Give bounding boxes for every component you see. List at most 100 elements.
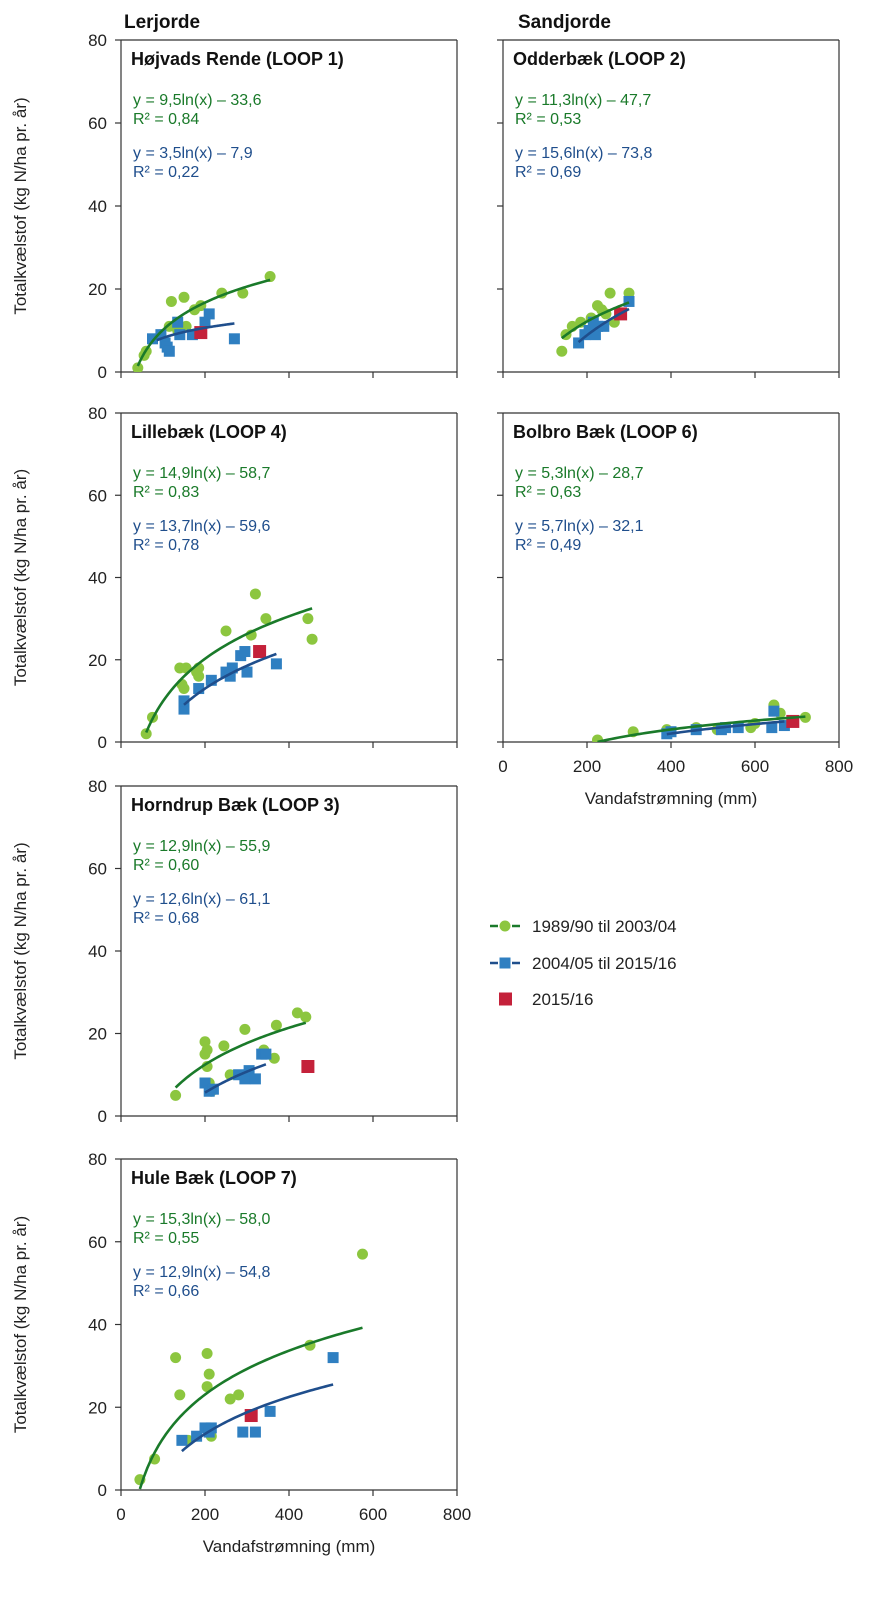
y-tick-label: 20 (88, 651, 107, 670)
point-blue (172, 316, 184, 328)
point-blue (203, 308, 215, 320)
point-green (264, 271, 276, 283)
fit-line-blue (666, 720, 785, 736)
point-blue (228, 333, 240, 345)
r-squared-blue: R² = 0,68 (133, 910, 199, 927)
column-title-left: Lerjorde (124, 12, 200, 33)
fit-line-green (138, 1326, 363, 1490)
panel-4: 0 200 400 600 800 Vandafstrømning (mm) Bolbro … (497, 412, 853, 808)
point-green (260, 613, 272, 625)
y-axis-title: Totalkvælstof (kg N/ha pr. år) (11, 842, 30, 1059)
y-tick-label: 0 (98, 1107, 107, 1126)
equation-green: y = 11,3ln(x) – 47,7 (515, 92, 651, 109)
panel-3: 0 20 40 60 80 Totalkvælstof (kg N/ha pr. år) L… (11, 404, 458, 752)
point-green (239, 1023, 251, 1035)
x-tick-label: 200 (573, 757, 601, 776)
y-tick-label: 60 (88, 486, 107, 505)
point-green (357, 1248, 368, 1260)
plot-area (592, 699, 811, 742)
y-tick-label: 20 (88, 1398, 107, 1417)
point-blue (176, 1434, 188, 1446)
y-tick-label: 60 (88, 1233, 107, 1252)
y-tick-label: 40 (88, 569, 107, 588)
panel-title: Bolbro Bæk (LOOP 6) (513, 422, 698, 442)
point-green (220, 625, 232, 637)
y-axis-title: Totalkvælstof (kg N/ha pr. år) (11, 97, 30, 314)
equation-green: y = 14,9ln(x) – 58,7 (133, 465, 271, 482)
x-tick-label: 400 (657, 757, 685, 776)
equation-green: y = 12,9ln(x) – 55,9 (133, 838, 271, 855)
y-tick-label: 60 (88, 860, 107, 879)
equation-blue: y = 15,6ln(x) – 73,8 (515, 145, 653, 162)
x-tick-label: 600 (741, 757, 769, 776)
panel-title: Højvads Rende (LOOP 1) (131, 49, 344, 69)
point-green (178, 683, 190, 695)
point-green (233, 1389, 245, 1401)
point-blue (583, 325, 595, 336)
point-blue (623, 295, 635, 307)
x-tick-label: 800 (825, 757, 853, 776)
panel-title: Hule Bæk (LOOP 7) (131, 1168, 297, 1188)
point-green (178, 291, 190, 303)
point-green (199, 1036, 211, 1048)
point-green (604, 287, 616, 299)
point-blue (573, 337, 585, 349)
fit-line-green (560, 301, 630, 340)
equation-blue: y = 13,7ln(x) – 59,6 (133, 518, 271, 535)
plot-area (134, 1248, 368, 1490)
equation-blue: y = 12,9ln(x) – 54,8 (133, 1264, 271, 1281)
panel-title: Lillebæk (LOOP 4) (131, 422, 287, 442)
point-blue (178, 695, 190, 707)
point-blue (327, 1352, 339, 1364)
point-green (556, 345, 568, 357)
point-green (268, 1052, 280, 1064)
point-green (218, 1040, 230, 1052)
panel-2: Odderbæk (LOOP 2) y = 11,3ln(x) – 47,7 R² … (497, 39, 840, 378)
point-green (270, 1019, 282, 1031)
point-blue (226, 662, 238, 674)
point-blue (193, 683, 205, 695)
legend-label: 2015/16 (532, 990, 593, 1009)
y-axis-title: Totalkvælstof (kg N/ha pr. år) (11, 1216, 30, 1433)
point-blue (766, 722, 778, 734)
r-squared-blue: R² = 0,69 (515, 164, 581, 181)
point-red (253, 645, 267, 659)
y-tick-label: 60 (88, 114, 107, 133)
point-green (201, 1044, 213, 1056)
point-green (291, 1007, 303, 1019)
x-tick-label: 0 (116, 1505, 125, 1524)
y-tick-label: 20 (88, 280, 107, 299)
legend: 1989/90 til 2003/04 2004/05 til 2015/16 20… (490, 917, 677, 1009)
fit-line-green (136, 278, 271, 367)
point-blue (199, 1077, 211, 1089)
plot-area (132, 271, 276, 372)
point-green (170, 1352, 182, 1364)
point-blue (186, 329, 198, 341)
point-blue (205, 674, 217, 686)
y-tick-label: 80 (88, 777, 107, 796)
fit-line-green (597, 715, 806, 742)
legend-marker-red (499, 992, 512, 1006)
point-blue (178, 703, 190, 715)
point-blue (147, 333, 158, 345)
legend-label: 2004/05 til 2015/16 (532, 954, 677, 973)
point-blue (163, 345, 175, 357)
equation-green: y = 9,5ln(x) – 33,6 (133, 92, 262, 109)
point-green (132, 362, 144, 372)
point-red (301, 1060, 315, 1073)
column-title-right: Sandjorde (518, 12, 611, 33)
y-tick-label: 80 (88, 404, 107, 423)
point-green (170, 1089, 182, 1101)
point-blue (239, 1073, 251, 1085)
point-blue (778, 720, 790, 732)
point-green (224, 1393, 236, 1405)
equation-blue: y = 12,6ln(x) – 61,1 (133, 891, 271, 908)
fit-line-blue (156, 322, 235, 342)
fit-line-blue (183, 652, 277, 706)
x-tick-label: 800 (443, 1505, 471, 1524)
point-blue (174, 329, 186, 341)
plot-area (140, 588, 318, 740)
point-blue (237, 1426, 249, 1438)
x-tick-label: 200 (191, 1505, 219, 1524)
